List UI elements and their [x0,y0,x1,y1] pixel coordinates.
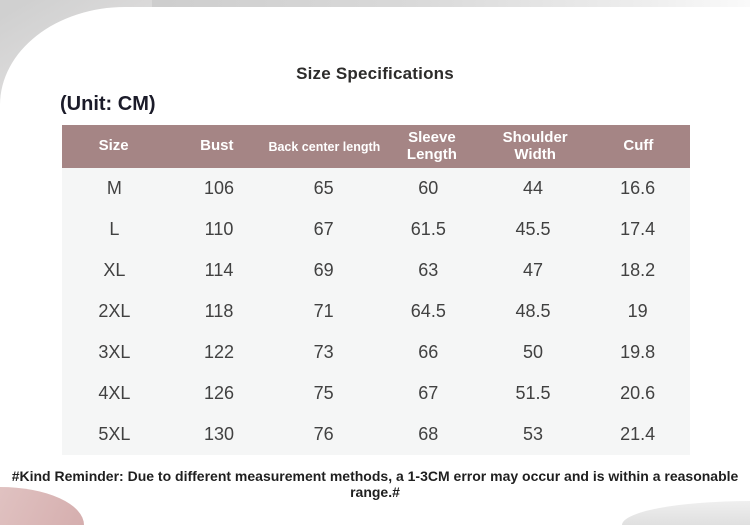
table-cell: 18.2 [620,260,656,280]
table-cell: 19.8 [620,342,656,362]
table-cell: 66 [418,342,439,362]
table-cell: 110 [204,219,234,239]
table-cell: 106 [203,178,235,198]
table-row: 4XL 126 75 67 51.5 20.6 [62,373,690,414]
table-cell: 5XL [98,424,131,444]
table-cell: 65 [313,178,334,198]
table-cell: 73 [313,342,334,362]
table-row: M 106 65 60 44 16.6 [62,168,690,209]
table-cell: 21.4 [620,424,656,444]
top-edge-decoration [0,0,750,7]
table-cell: 126 [203,383,235,403]
column-header-label: Sleeve Length [406,128,457,163]
column-header-label: Shoulder Width [502,128,568,163]
table-cell: 51.5 [515,383,551,403]
table-cell: 68 [418,424,439,444]
table-cell: 61.5 [410,219,446,239]
table-cell: 130 [203,424,235,444]
table-row: 3XL 122 73 66 50 19.8 [62,332,690,373]
table-cell: 75 [313,383,334,403]
column-header: Size [62,125,165,168]
column-header-label: Bust [200,137,234,155]
table-row: 2XL 118 71 64.5 48.5 19 [62,291,690,332]
column-header-label: Cuff [623,137,654,155]
size-table: Size Bust Back center length Sleeve Length S… [62,125,690,455]
table-cell: 16.6 [620,178,656,198]
table-cell: 2XL [98,301,131,321]
table-cell: 67 [313,219,334,239]
table-cell: 47 [522,260,543,280]
table-cell: M [106,178,122,198]
table-cell: 48.5 [515,301,551,321]
table-cell: 19 [627,301,648,321]
table-cell: 44 [522,178,543,198]
table-cell: 63 [418,260,439,280]
table-cell: 122 [203,342,235,362]
column-header: Sleeve Length [380,125,483,168]
column-header-label: Back center length [268,139,381,154]
table-row: 5XL 130 76 68 53 21.4 [62,414,690,455]
column-header-label: Size [98,137,129,155]
table-cell: 71 [313,301,334,321]
table-cell: 53 [522,424,543,444]
table-row: XL 114 69 63 47 18.2 [62,250,690,291]
column-header: Shoulder Width [484,125,587,168]
table-cell: 118 [204,301,234,321]
reminder-note: #Kind Reminder: Due to different measure… [11,468,739,500]
table-cell: 4XL [98,383,131,403]
table-cell: 69 [313,260,334,280]
table-cell: 3XL [98,342,131,362]
table-cell: 76 [313,424,334,444]
table-cell: 64.5 [410,301,446,321]
table-cell: L [109,219,120,239]
unit-label: (Unit: CM) [60,93,156,115]
table-cell: 50 [522,342,543,362]
table-cell: 114 [204,260,234,280]
table-cell: 67 [418,383,439,403]
column-header: Bust [165,125,268,168]
table-cell: 17.4 [620,219,656,239]
table-cell: XL [103,260,126,280]
column-header: Back center length [268,125,380,168]
column-header: Cuff [587,125,690,168]
table-cell: 60 [418,178,439,198]
table-header-row: Size Bust Back center length Sleeve Length S… [62,125,690,168]
table-body: M 106 65 60 44 16.6 L 110 67 61.5 45.5 17.4 XL 114 69 6… [62,168,690,455]
page-title: Size Specifications [296,64,454,83]
table-cell: 20.6 [620,383,656,403]
table-cell: 45.5 [515,219,551,239]
table-row: L 110 67 61.5 45.5 17.4 [62,209,690,250]
